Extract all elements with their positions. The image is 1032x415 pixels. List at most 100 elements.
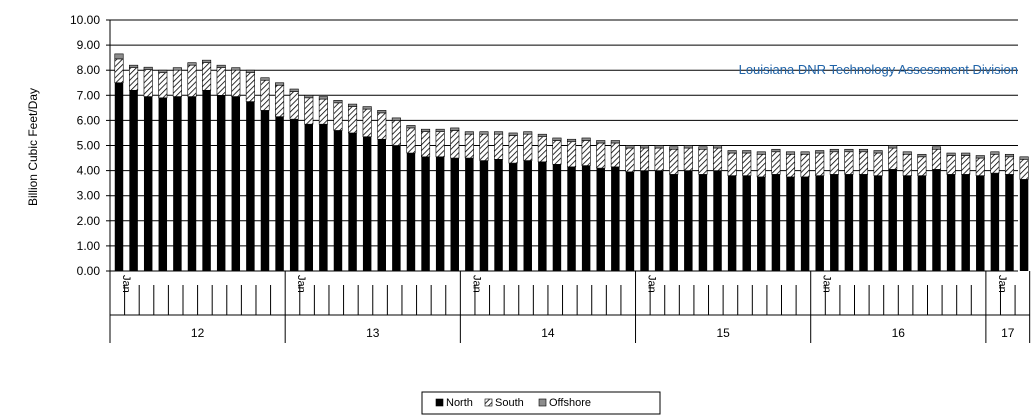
y-tick-label: 9.00 [77, 38, 101, 52]
bar-south [114, 58, 124, 84]
bar-north [421, 156, 430, 271]
bar-north [523, 160, 532, 271]
bar-offshore [348, 103, 358, 107]
bar-offshore [888, 145, 898, 149]
bar-north [1019, 179, 1029, 271]
bar-south [888, 147, 898, 170]
bar-south [654, 147, 664, 171]
bar-offshore [567, 138, 577, 143]
bar-offshore [669, 146, 679, 150]
bar-south [435, 131, 445, 158]
bar-north [786, 176, 795, 271]
bar-north [669, 174, 678, 271]
bar-north [377, 139, 386, 271]
bar-north [742, 175, 751, 271]
y-tick-label: 5.00 [77, 139, 101, 153]
bar-north [231, 96, 241, 272]
bar-north [246, 101, 255, 271]
bar-offshore [990, 151, 1000, 155]
y-tick-label: 1.00 [77, 239, 101, 253]
bar-south [333, 102, 343, 131]
bar-north [216, 95, 226, 271]
bar-north [450, 158, 459, 271]
year-label: 13 [366, 326, 380, 340]
bar-south [216, 67, 226, 96]
y-axis-ticks: 0.00 1.00 2.00 3.00 4.00 5.00 6.00 7.00 8.00 9.00… [70, 13, 110, 278]
bar-south [275, 84, 285, 117]
bar-north [990, 173, 1000, 271]
legend-label-offshore: Offshore [549, 397, 591, 409]
bar-south [1019, 159, 1029, 180]
bar-south [961, 155, 971, 175]
bar-south [187, 64, 197, 97]
bar-north [830, 174, 839, 271]
bar-offshore [1019, 156, 1029, 160]
bar-offshore [421, 128, 431, 132]
bar-offshore [683, 145, 693, 149]
bar-south [464, 133, 474, 159]
bar-south [318, 98, 328, 125]
bar-south [494, 133, 504, 160]
bar-offshore [1004, 153, 1015, 158]
bar-north [289, 119, 299, 272]
bar-offshore [815, 150, 825, 154]
bar-north [727, 175, 737, 271]
y-tick-label: 6.00 [77, 113, 101, 127]
bar-north [143, 96, 153, 272]
y-tick-label: 4.00 [77, 164, 101, 178]
bar-offshore [581, 137, 591, 141]
bar-offshore [333, 100, 343, 104]
bar-offshore [712, 145, 723, 149]
bar-offshore [785, 151, 796, 155]
bar-offshore [129, 64, 139, 68]
year-label: 16 [892, 326, 906, 340]
bar-north [654, 170, 664, 271]
bar-offshore [304, 95, 314, 99]
bar-north [596, 168, 605, 271]
bar-south [552, 140, 562, 165]
bar-south [129, 67, 139, 91]
bar-offshore [143, 66, 153, 70]
bar-north [873, 175, 883, 271]
bar-offshore [406, 125, 416, 129]
bar-offshore [727, 150, 737, 154]
bar-offshore [450, 127, 460, 131]
bar-south [669, 148, 679, 175]
bar-north [859, 174, 868, 271]
legend-label-south: South [495, 397, 524, 409]
month-label-jan: Jan [295, 275, 307, 293]
y-axis-title: Billion Cubic Feet/Day [26, 88, 40, 206]
bar-north [771, 174, 781, 271]
bar-north [844, 174, 854, 271]
y-tick-label: 7.00 [77, 88, 101, 102]
bar-offshore [479, 131, 489, 135]
bar-south [406, 127, 416, 154]
bar-north [567, 166, 576, 271]
bar-offshore [902, 151, 912, 155]
bar-offshore [961, 152, 971, 156]
bar-south [450, 130, 460, 159]
bar-south [742, 152, 752, 176]
bar-north [260, 110, 270, 271]
legend-label-north: North [446, 397, 473, 409]
y-tick-label: 10.00 [70, 13, 100, 27]
bar-offshore [187, 62, 197, 66]
bar-south [231, 69, 241, 97]
bar-south [756, 153, 766, 178]
bar-north [348, 132, 357, 271]
bar-south [567, 141, 577, 168]
bar-offshore [537, 133, 547, 138]
bar-north [976, 175, 985, 271]
bar-north [946, 174, 956, 271]
bar-north [479, 160, 489, 271]
bar-offshore [377, 110, 387, 114]
bar-offshore [552, 137, 562, 141]
bar-offshore [391, 117, 401, 121]
bar-north [698, 174, 708, 271]
month-label-jan: Jan [646, 275, 658, 293]
bar-south [479, 133, 489, 161]
bar-north [129, 90, 138, 271]
bar-north [508, 163, 518, 271]
bar-south [902, 153, 912, 176]
